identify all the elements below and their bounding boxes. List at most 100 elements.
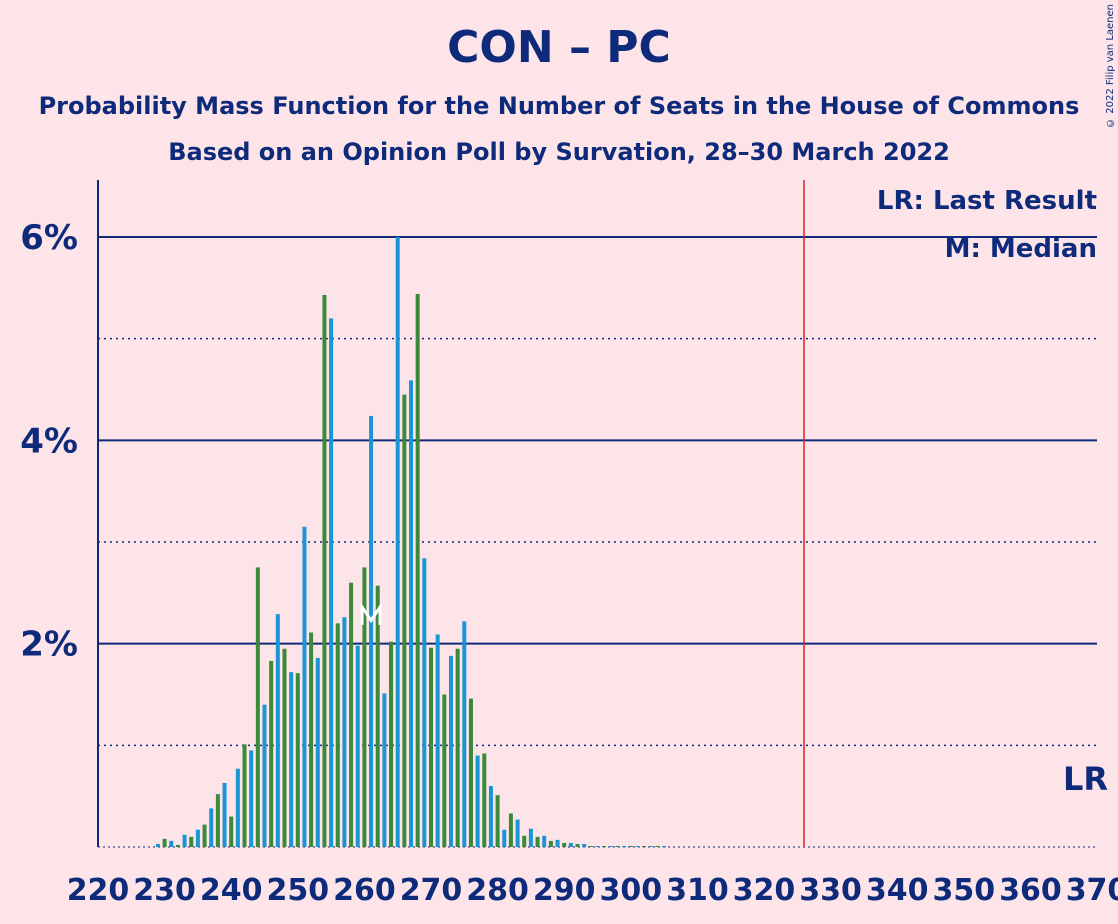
x-tick-label: 350 xyxy=(932,873,995,908)
bar-seat-248 xyxy=(282,648,287,847)
bar-seat-230 xyxy=(162,838,167,847)
x-tick-label: 300 xyxy=(599,873,662,908)
bar-seat-275 xyxy=(462,621,467,847)
bar-seat-247 xyxy=(275,614,280,847)
bar-seat-254 xyxy=(322,294,327,847)
bar-seat-301 xyxy=(635,845,640,847)
bar-seat-272 xyxy=(442,694,447,847)
bar-seat-231 xyxy=(169,840,174,847)
bar-seat-240 xyxy=(229,816,234,847)
x-tick-label: 280 xyxy=(466,873,529,908)
bar-seat-250 xyxy=(295,673,300,847)
bar-seat-267 xyxy=(409,380,414,847)
bar-seat-260 xyxy=(362,567,367,847)
bar-seat-229 xyxy=(155,843,160,847)
bar-seat-287 xyxy=(542,835,547,847)
bar-seat-265 xyxy=(395,237,400,847)
bar-seat-245 xyxy=(262,704,267,847)
bar-seat-305 xyxy=(662,845,667,847)
bar-seat-271 xyxy=(435,634,440,847)
last-result-label: LR xyxy=(1063,760,1108,798)
x-tick-label: 250 xyxy=(266,873,329,908)
chart-title: CON – PC xyxy=(447,22,671,73)
x-tick-label: 330 xyxy=(799,873,862,908)
bar-seat-300 xyxy=(628,845,633,847)
x-tick-label: 230 xyxy=(133,873,196,908)
bar-seat-253 xyxy=(315,657,320,847)
x-tick-label: 240 xyxy=(200,873,263,908)
bar-seat-243 xyxy=(249,750,254,847)
bar-seat-246 xyxy=(269,660,274,847)
bar-seat-293 xyxy=(582,843,587,847)
chart-subtitle-poll: Based on an Opinion Poll by Survation, 2… xyxy=(168,138,950,166)
bar-seat-255 xyxy=(329,318,334,847)
x-tick-label: 370 xyxy=(1066,873,1118,908)
bar-seat-261 xyxy=(369,415,374,847)
bar-seat-286 xyxy=(535,836,540,847)
bar-seat-270 xyxy=(429,647,433,847)
bar-seat-280 xyxy=(495,795,500,847)
bar-seat-259 xyxy=(355,645,360,847)
bar-seat-302 xyxy=(642,845,647,847)
bar-seat-283 xyxy=(515,819,520,847)
bar-seat-251 xyxy=(302,526,307,847)
gridlines: 2%4%6%220 230 240 250 260 270 280 290 300 310 320 3… xyxy=(20,180,1118,908)
x-tick-label: 290 xyxy=(533,873,596,908)
bar-seat-256 xyxy=(335,623,340,847)
bar-seat-288 xyxy=(548,840,553,847)
bar-seat-292 xyxy=(575,843,580,847)
bar-seat-232 xyxy=(175,844,180,847)
x-tick-label: 220 xyxy=(67,873,130,908)
y-tick-label: 6% xyxy=(20,218,78,258)
x-tick-label: 270 xyxy=(400,873,463,908)
bar-seat-284 xyxy=(522,835,527,847)
bar-seat-233 xyxy=(182,834,187,847)
x-tick-label: 340 xyxy=(866,873,929,908)
bar-seat-241 xyxy=(235,768,240,847)
bar-seat-304 xyxy=(655,845,660,847)
legend-last-result: LR: Last Result xyxy=(877,186,1097,216)
bar-seat-303 xyxy=(648,845,653,847)
bar-seat-274 xyxy=(455,648,460,847)
bar-seat-291 xyxy=(568,842,573,847)
bar-seat-257 xyxy=(342,617,347,847)
x-tick-label: 360 xyxy=(999,873,1062,908)
bar-seat-237 xyxy=(209,808,214,847)
y-tick-label: 2% xyxy=(20,625,78,665)
bar-seat-281 xyxy=(502,829,507,847)
bar-seat-242 xyxy=(242,744,247,847)
bar-seat-264 xyxy=(389,641,394,847)
bar-seat-269 xyxy=(422,558,427,847)
bar-seat-236 xyxy=(202,824,207,847)
bar-seat-258 xyxy=(349,582,354,847)
bar-seat-285 xyxy=(528,828,533,847)
overlay xyxy=(360,180,805,847)
bar-seat-289 xyxy=(555,839,560,847)
bar-seat-273 xyxy=(448,655,453,847)
bar-seat-279 xyxy=(488,786,493,847)
bar-seat-278 xyxy=(482,753,487,847)
bar-seat-297 xyxy=(608,845,613,847)
bar-seat-252 xyxy=(309,632,314,847)
bar-seat-295 xyxy=(595,845,600,847)
bar-seat-299 xyxy=(622,845,627,847)
bar-seat-238 xyxy=(215,794,220,847)
x-tick-label: 320 xyxy=(733,873,796,908)
bar-seat-290 xyxy=(562,842,567,847)
bar-seat-262 xyxy=(375,585,380,847)
bar-seat-298 xyxy=(615,845,620,847)
bar-seat-277 xyxy=(475,755,480,847)
bar-seat-276 xyxy=(468,698,473,847)
bar-seat-235 xyxy=(195,829,200,847)
bar-seat-239 xyxy=(222,782,227,847)
x-tick-label: 310 xyxy=(666,873,729,908)
bar-seat-234 xyxy=(189,836,194,847)
bar-seat-249 xyxy=(289,672,294,847)
legend-median: M: Median xyxy=(945,234,1097,264)
bar-seat-296 xyxy=(602,845,607,847)
bar-seat-294 xyxy=(588,845,593,847)
bar-seat-268 xyxy=(415,293,420,847)
median-marker xyxy=(360,601,382,625)
bar-seat-263 xyxy=(382,693,387,847)
